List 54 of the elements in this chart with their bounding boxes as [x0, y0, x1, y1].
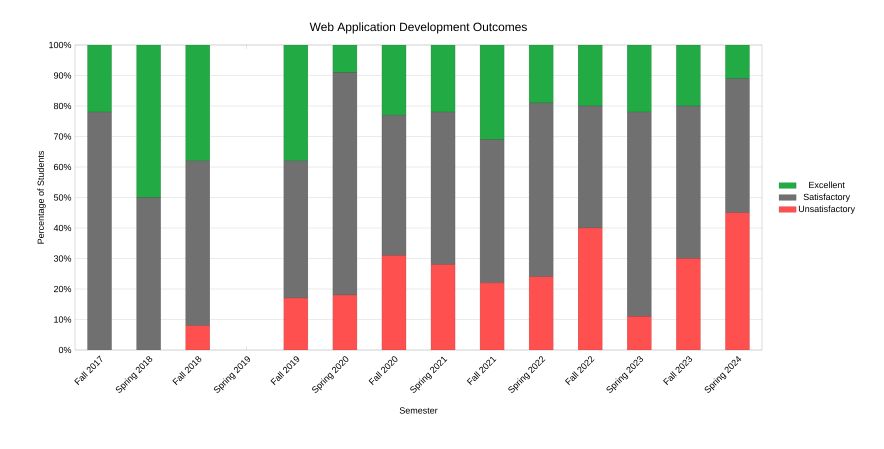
bar	[627, 316, 652, 350]
bar	[332, 44, 358, 73]
bar	[676, 258, 701, 350]
bar	[382, 255, 406, 350]
bar	[627, 44, 652, 112]
bar	[529, 44, 554, 104]
bar	[578, 228, 602, 350]
bar	[87, 44, 112, 112]
bar	[186, 44, 210, 162]
bar	[578, 44, 602, 106]
bar	[725, 212, 750, 350]
bar	[430, 264, 456, 350]
legend-label: Satisfactory	[804, 194, 850, 202]
bar	[676, 106, 701, 259]
bar	[332, 294, 358, 350]
x-axis-title: Semester	[400, 407, 438, 414]
legend-label: Unsatisfactory	[798, 205, 856, 214]
y-tick-label: 30%	[54, 255, 72, 262]
y-tick-label: 40%	[54, 224, 72, 232]
bar	[136, 197, 161, 350]
bar	[480, 282, 504, 350]
bar	[430, 112, 456, 265]
y-tick-label: 20%	[54, 286, 72, 292]
bar	[529, 102, 554, 277]
bar	[382, 115, 406, 256]
y-tick-label: 0%	[58, 346, 72, 354]
bar	[87, 112, 112, 350]
bar	[480, 44, 504, 140]
bar	[529, 276, 554, 350]
bar	[382, 44, 406, 116]
y-tick-label: 70%	[54, 133, 72, 140]
y-tick-label: 90%	[54, 72, 72, 79]
bar	[186, 325, 210, 350]
y-tick-label: 80%	[54, 102, 72, 110]
y-tick-label: 60%	[54, 164, 72, 170]
bar	[284, 160, 308, 298]
y-tick-label: 100%	[49, 42, 72, 48]
bar	[186, 160, 210, 326]
bar	[480, 139, 504, 284]
bar	[627, 112, 652, 317]
bar	[676, 44, 701, 106]
bar	[332, 72, 358, 296]
bar	[430, 44, 456, 112]
bar	[578, 106, 602, 228]
y-tick-label: 50%	[54, 194, 72, 201]
bar	[725, 44, 750, 79]
legend-label: Excellent	[809, 182, 845, 188]
bar	[284, 44, 308, 162]
y-axis-title: Percentage of Students	[37, 150, 46, 244]
y-tick-label: 10%	[54, 316, 72, 323]
chart-title: Web Application Development Outcomes	[310, 22, 527, 34]
bar	[725, 78, 750, 213]
bar	[136, 44, 161, 198]
bar	[284, 298, 308, 350]
